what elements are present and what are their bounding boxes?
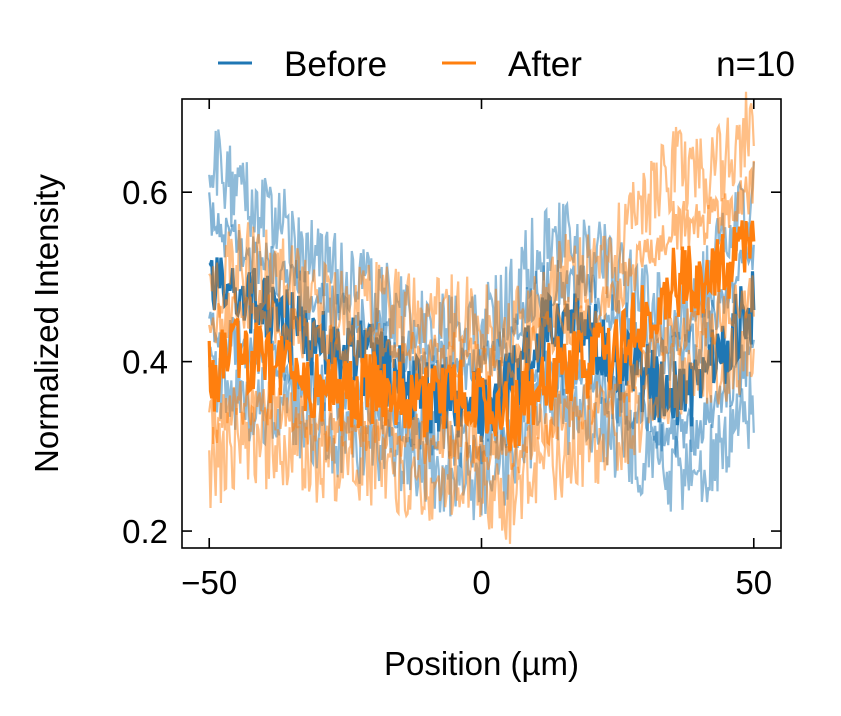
x-tick-label: −50 — [181, 564, 237, 601]
sample-size-annotation: n=10 — [716, 45, 795, 84]
ticks-layer: −50 0 50 0.2 0.4 0.6 — [122, 99, 781, 601]
series-after-mean-line — [207, 220, 756, 452]
y-axis-label: Normalized Intensity — [28, 174, 65, 473]
y-tick-label: 0.4 — [122, 344, 168, 381]
y-tick-label: 0.2 — [122, 513, 168, 550]
series-before-lower-trace — [208, 346, 755, 521]
y-tick-label: 0.6 — [122, 174, 168, 211]
legend: Before After — [218, 45, 582, 84]
series-layer — [207, 91, 756, 544]
series-after-inner-upper-trace — [208, 160, 755, 399]
x-axis-label: Position (µm) — [384, 645, 579, 682]
x-tick-label: 0 — [472, 564, 490, 601]
x-tick-label: 50 — [735, 564, 772, 601]
plot-area — [207, 91, 756, 544]
series-after-inner-lower-trace — [208, 275, 755, 474]
legend-label-before: Before — [284, 45, 387, 84]
legend-label-after: After — [508, 45, 582, 84]
